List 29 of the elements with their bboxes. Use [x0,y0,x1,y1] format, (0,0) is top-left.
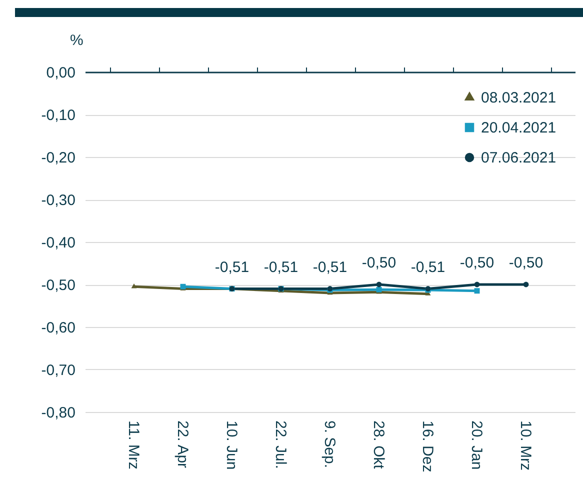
data-label: -0,51 [410,258,446,276]
y-tick-label: -0,40 [41,234,76,252]
y-tick-label: -0,70 [41,362,76,379]
x-tick-label: 11. Mrz [125,420,142,470]
x-tick-label: 9. Sep. [321,420,338,468]
x-tick-label: 10. Mrz [517,420,534,471]
y-tick-label: -0,30 [41,192,76,209]
x-tick-label: 20. Jan [468,420,485,470]
x-tick-label: 10. Jun [223,420,240,470]
y-tick-label: -0,60 [41,320,76,336]
data-label: -0,50 [460,254,494,272]
y-tick-label: -0,80 [41,404,76,422]
x-tick-label: 22. Apr [174,420,191,468]
data-label: -0,51 [264,258,298,276]
y-tick-label: -0,50 [41,277,76,294]
y-tick-label: -0,20 [41,150,76,166]
legend-label: 08.03.2021 [481,90,556,106]
x-tick-label: 16. Dez [419,420,436,472]
x-tick-label: 28. Okt [370,420,387,470]
data-label: -0,50 [362,254,396,272]
data-label: -0,50 [508,254,544,272]
data-label: -0,51 [312,258,348,276]
y-tick-label: 0,00 [46,64,76,82]
y-axis-title: % [70,32,84,49]
y-tick-label: -0,10 [41,107,76,124]
x-tick-label: 22. Jul. [272,420,289,469]
legend-label: 07.06.2021 [481,150,556,166]
legend-label: 20.04.2021 [481,120,556,136]
data-label: -0,51 [214,258,250,276]
